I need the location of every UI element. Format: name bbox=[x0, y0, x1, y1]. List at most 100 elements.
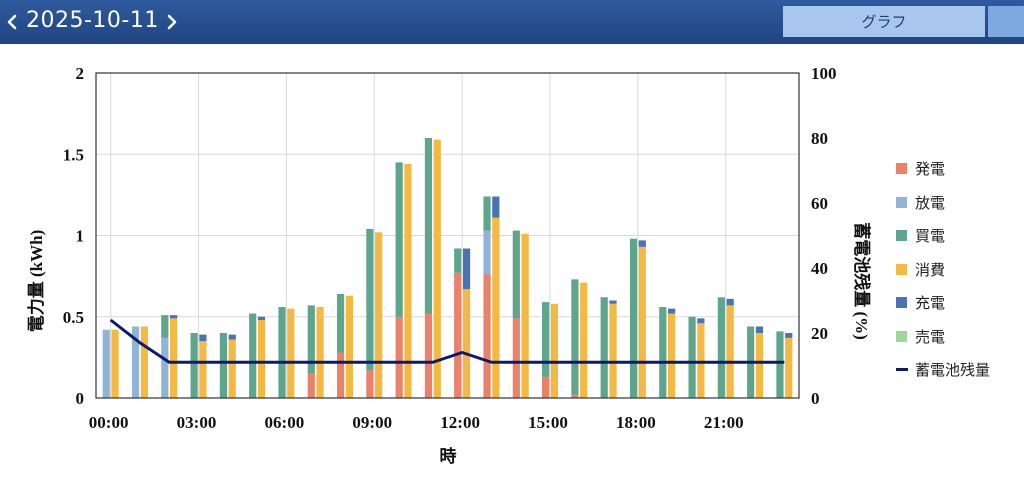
usage-bar-12:00 bbox=[462, 289, 471, 398]
legend-label: 消費 bbox=[915, 260, 946, 279]
y2-tick-label: 0 bbox=[811, 389, 820, 408]
supply-bar-02:00 bbox=[161, 315, 169, 338]
date-label: 2025-10-11 bbox=[26, 8, 159, 33]
usage-bar-13:00 bbox=[492, 217, 500, 398]
supply-bar-05:00 bbox=[249, 313, 257, 398]
supply-bar-08:00 bbox=[336, 352, 345, 398]
legend-label: 蓄電池残量 bbox=[915, 361, 991, 380]
usage-bar-03:00 bbox=[199, 334, 207, 342]
legend-item: 充電 bbox=[896, 286, 990, 320]
y2-tick-label: 60 bbox=[811, 194, 828, 213]
y2-tick-label: 100 bbox=[811, 64, 837, 83]
tab-next[interactable] bbox=[988, 6, 1024, 37]
chevron-right-icon bbox=[167, 14, 177, 30]
supply-bar-00:00 bbox=[102, 329, 110, 398]
legend-item: 消費 bbox=[896, 253, 990, 287]
supply-bar-07:00 bbox=[307, 305, 315, 374]
legend-item: 買電 bbox=[896, 219, 990, 253]
plot-border bbox=[95, 72, 800, 399]
legend-label: 発電 bbox=[915, 160, 946, 179]
usage-bar-20:00 bbox=[697, 323, 705, 398]
legend-swatch bbox=[896, 297, 907, 309]
y2-tick-label: 40 bbox=[811, 259, 828, 278]
usage-bar-02:00 bbox=[170, 318, 178, 398]
supply-bar-21:00 bbox=[717, 297, 725, 398]
supply-bar-13:00 bbox=[483, 196, 491, 231]
usage-bar-06:00 bbox=[287, 308, 295, 398]
y2-tick-label: 20 bbox=[811, 324, 828, 343]
usage-bar-17:00 bbox=[609, 300, 617, 304]
supply-bar-20:00 bbox=[688, 316, 696, 398]
supply-bar-09:00 bbox=[366, 229, 374, 371]
x-axis-label: 時 bbox=[440, 446, 457, 466]
usage-bar-21:00 bbox=[726, 298, 734, 306]
supply-bar-04:00 bbox=[219, 333, 228, 398]
supply-bar-23:00 bbox=[776, 331, 784, 398]
usage-bar-02:00 bbox=[170, 315, 178, 319]
supply-bar-13:00 bbox=[483, 274, 491, 398]
tab-graph[interactable]: グラフ bbox=[783, 6, 985, 37]
usage-bar-05:00 bbox=[257, 316, 266, 320]
supply-bar-10:00 bbox=[395, 162, 403, 317]
chevron-left-icon bbox=[7, 14, 17, 30]
x-tick-label: 15:00 bbox=[528, 413, 568, 432]
usage-bar-19:00 bbox=[667, 308, 676, 314]
usage-bar-08:00 bbox=[345, 295, 353, 398]
supply-bar-15:00 bbox=[542, 302, 550, 377]
usage-bar-14:00 bbox=[521, 233, 529, 398]
usage-bar-18:00 bbox=[638, 246, 646, 398]
supply-bar-14:00 bbox=[512, 318, 520, 398]
legend-item: 発電 bbox=[896, 152, 990, 186]
supply-bar-15:00 bbox=[542, 376, 550, 398]
usage-bar-23:00 bbox=[785, 333, 793, 338]
y-tick-label: 0.5 bbox=[63, 308, 84, 327]
supply-bar-16:00 bbox=[571, 394, 579, 398]
usage-bar-11:00 bbox=[433, 139, 441, 398]
usage-bar-10:00 bbox=[404, 164, 412, 398]
supply-bar-12:00 bbox=[454, 248, 462, 273]
supply-bar-11:00 bbox=[424, 138, 433, 314]
usage-bar-00:00 bbox=[111, 329, 119, 398]
usage-bar-23:00 bbox=[785, 337, 793, 398]
x-tick-label: 09:00 bbox=[352, 413, 392, 432]
supply-bar-17:00 bbox=[600, 297, 608, 398]
usage-bar-16:00 bbox=[580, 282, 588, 398]
legend-swatch bbox=[896, 230, 907, 242]
usage-bar-12:00 bbox=[462, 248, 471, 290]
battery-line-series bbox=[109, 318, 785, 364]
legend-item: 売電 bbox=[896, 320, 990, 354]
usage-bar-22:00 bbox=[755, 333, 764, 398]
legend-item: 蓄電池残量 bbox=[896, 353, 990, 387]
supply-bar-08:00 bbox=[336, 294, 345, 353]
usage-bar-05:00 bbox=[257, 320, 266, 398]
previous-day-button[interactable] bbox=[0, 4, 24, 40]
supply-bar-09:00 bbox=[366, 370, 374, 398]
usage-bar-07:00 bbox=[316, 307, 324, 398]
supply-bar-12:00 bbox=[454, 272, 462, 398]
usage-bar-04:00 bbox=[228, 334, 236, 340]
legend-swatch bbox=[896, 163, 907, 175]
x-tick-label: 21:00 bbox=[704, 413, 744, 432]
supply-bar-01:00 bbox=[131, 326, 140, 398]
legend-label: 買電 bbox=[915, 227, 946, 246]
x-tick-label: 00:00 bbox=[89, 413, 129, 432]
supply-bar-14:00 bbox=[512, 230, 520, 319]
legend-swatch bbox=[896, 263, 907, 275]
supply-bar-02:00 bbox=[161, 337, 169, 398]
usage-bar-17:00 bbox=[609, 303, 617, 398]
legend-label: 売電 bbox=[915, 327, 946, 346]
y-tick-label: 2 bbox=[76, 64, 85, 83]
x-tick-label: 12:00 bbox=[440, 413, 480, 432]
y-tick-label: 0 bbox=[76, 389, 85, 408]
top-bar: 2025-10-11 グラフ bbox=[0, 0, 1024, 44]
usage-bar-18:00 bbox=[638, 240, 646, 247]
y-tick-label: 1 bbox=[76, 227, 85, 246]
legend-swatch bbox=[896, 330, 907, 342]
supply-bar-11:00 bbox=[424, 313, 433, 398]
usage-bar-20:00 bbox=[697, 318, 705, 324]
next-day-button[interactable] bbox=[160, 4, 184, 40]
usage-bar-04:00 bbox=[228, 339, 236, 398]
x-tick-label: 06:00 bbox=[265, 413, 305, 432]
